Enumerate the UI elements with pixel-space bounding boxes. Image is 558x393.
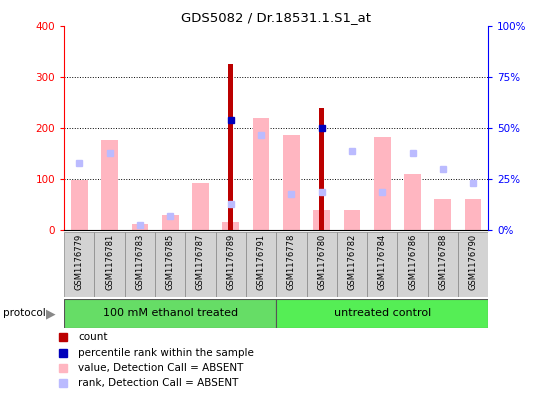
Text: GSM1176780: GSM1176780	[317, 234, 326, 290]
Text: GSM1176790: GSM1176790	[469, 234, 478, 290]
Bar	[435, 199, 451, 230]
Bar	[337, 232, 367, 297]
Text: GSM1176788: GSM1176788	[439, 234, 448, 290]
Text: count: count	[78, 332, 107, 342]
Text: ▶: ▶	[46, 307, 56, 320]
Bar	[313, 211, 330, 230]
Bar	[185, 232, 215, 297]
Bar	[374, 137, 391, 230]
Text: protocol: protocol	[3, 309, 46, 318]
Bar	[125, 232, 155, 297]
Text: GSM1176784: GSM1176784	[378, 234, 387, 290]
Text: GSM1176789: GSM1176789	[227, 234, 235, 290]
Bar	[367, 232, 397, 297]
Text: GSM1176781: GSM1176781	[105, 234, 114, 290]
Bar	[458, 232, 488, 297]
Bar	[101, 140, 118, 230]
Bar	[162, 215, 179, 230]
Bar	[253, 118, 270, 230]
Bar	[155, 232, 185, 297]
Bar	[64, 299, 276, 328]
Bar	[397, 232, 427, 297]
Bar	[71, 180, 88, 230]
Text: GSM1176787: GSM1176787	[196, 234, 205, 290]
Bar	[228, 64, 233, 230]
Text: 100 mM ethanol treated: 100 mM ethanol treated	[103, 309, 238, 318]
Text: GSM1176786: GSM1176786	[408, 234, 417, 290]
Bar	[306, 232, 337, 297]
Text: GSM1176785: GSM1176785	[166, 234, 175, 290]
Bar	[276, 299, 488, 328]
Text: GSM1176779: GSM1176779	[75, 234, 84, 290]
Text: GSM1176783: GSM1176783	[136, 234, 145, 290]
Bar	[404, 174, 421, 230]
Text: GSM1176778: GSM1176778	[287, 234, 296, 290]
Bar	[283, 135, 300, 230]
Bar	[215, 232, 246, 297]
Text: GSM1176791: GSM1176791	[257, 234, 266, 290]
Bar	[344, 211, 360, 230]
Title: GDS5082 / Dr.18531.1.S1_at: GDS5082 / Dr.18531.1.S1_at	[181, 11, 371, 24]
Text: percentile rank within the sample: percentile rank within the sample	[78, 347, 254, 358]
Bar	[276, 232, 306, 297]
Bar	[465, 199, 482, 230]
Text: GSM1176782: GSM1176782	[348, 234, 357, 290]
Bar	[223, 222, 239, 230]
Text: rank, Detection Call = ABSENT: rank, Detection Call = ABSENT	[78, 378, 238, 388]
Bar	[427, 232, 458, 297]
Bar	[246, 232, 276, 297]
Bar	[192, 183, 209, 230]
Bar	[64, 232, 94, 297]
Text: value, Detection Call = ABSENT: value, Detection Call = ABSENT	[78, 363, 243, 373]
Text: untreated control: untreated control	[334, 309, 431, 318]
Bar	[132, 224, 148, 230]
Bar	[94, 232, 125, 297]
Bar	[319, 108, 324, 230]
